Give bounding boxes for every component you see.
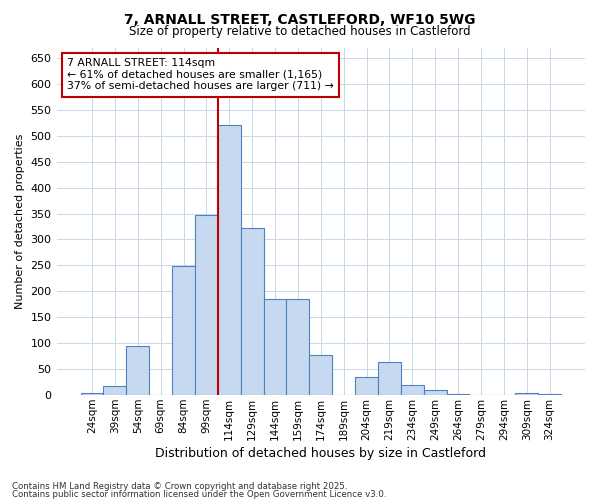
Bar [172,266,195,395]
Bar [195,215,218,395]
Bar [286,299,310,395]
Bar [80,392,103,395]
Bar [515,392,538,395]
Text: Contains HM Land Registry data © Crown copyright and database right 2025.: Contains HM Land Registry data © Crown c… [12,482,347,491]
Bar [263,299,286,395]
Bar [538,394,561,395]
Bar [401,385,424,395]
Bar [378,362,401,395]
Bar [424,390,446,395]
Bar [241,228,263,395]
X-axis label: Distribution of detached houses by size in Castleford: Distribution of detached houses by size … [155,447,486,460]
Y-axis label: Number of detached properties: Number of detached properties [15,134,25,309]
Text: 7, ARNALL STREET, CASTLEFORD, WF10 5WG: 7, ARNALL STREET, CASTLEFORD, WF10 5WG [124,12,476,26]
Bar [446,394,469,395]
Bar [218,126,241,395]
Text: Size of property relative to detached houses in Castleford: Size of property relative to detached ho… [129,25,471,38]
Bar [310,354,332,395]
Bar [103,386,127,395]
Bar [127,346,149,395]
Bar [355,377,378,395]
Text: 7 ARNALL STREET: 114sqm
← 61% of detached houses are smaller (1,165)
37% of semi: 7 ARNALL STREET: 114sqm ← 61% of detache… [67,58,334,91]
Text: Contains public sector information licensed under the Open Government Licence v3: Contains public sector information licen… [12,490,386,499]
